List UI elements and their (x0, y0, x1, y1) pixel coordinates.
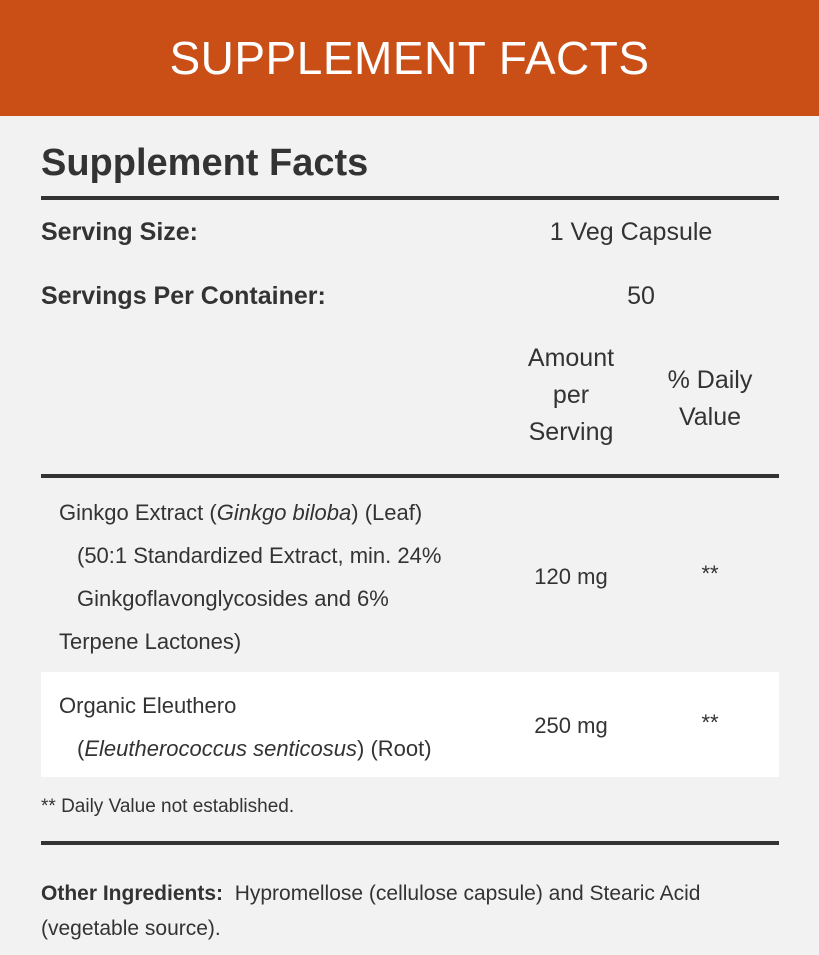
ingredient-eleuthero: Organic Eleuthero (Eleutherococcus senti… (59, 684, 509, 770)
servings-value: 50 (627, 282, 655, 310)
text: Ginkgo biloba (216, 500, 352, 525)
text: ) (Root) (357, 736, 432, 761)
text: ( (77, 736, 85, 761)
footnote: ** Daily Value not established. (41, 796, 295, 817)
servings-label: Servings Per Container: (41, 282, 326, 310)
text: Ginkgoflavonglycosides and 6% (77, 586, 389, 611)
text: ) (Leaf) (351, 500, 423, 525)
divider (41, 474, 779, 478)
ingredient-ginkgo: Ginkgo Extract (Ginkgo biloba) (Leaf) (5… (59, 491, 509, 663)
daily-value: ** (701, 561, 719, 586)
serving-size-value: 1 Veg Capsule (549, 218, 713, 246)
amount: 250 mg (534, 713, 608, 738)
amount-header: Amount per Serving (527, 344, 615, 446)
other-ingredients: Other Ingredients: Hypromellose (cellulo… (41, 876, 779, 946)
text: (50:1 Standardized Extract, min. 24% (77, 543, 442, 568)
dv-header: % Daily Value (667, 366, 753, 431)
panel-title: Supplement Facts (41, 142, 369, 184)
divider (41, 841, 779, 845)
other-text: Hypromellose (cellulose capsule) and Ste… (41, 882, 701, 940)
serving-size-label: Serving Size: (41, 218, 198, 246)
row-eleuthero (41, 672, 779, 777)
text: Organic Eleuthero (59, 693, 237, 718)
text: Ginkgo Extract ( (59, 500, 217, 525)
daily-value: ** (701, 710, 719, 735)
text: Eleutherococcus senticosus (84, 736, 358, 761)
divider (41, 196, 779, 200)
other-label: Other Ingredients: (41, 882, 224, 905)
amount: 120 mg (534, 564, 608, 589)
banner: SUPPLEMENT FACTS (0, 0, 819, 116)
text: Terpene Lactones) (59, 629, 242, 654)
